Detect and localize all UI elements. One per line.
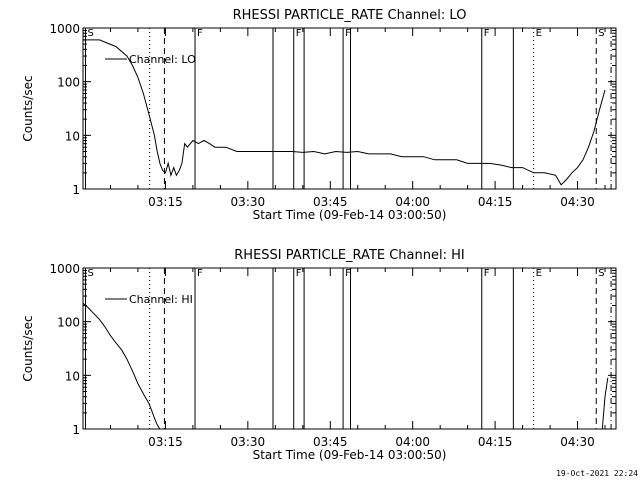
y-tick-label: 100 xyxy=(57,76,80,90)
y-tick-label: 100 xyxy=(57,316,80,330)
x-tick-label: 03:15 xyxy=(148,435,183,449)
marker-label: S xyxy=(87,28,93,39)
x-tick-label: 04:30 xyxy=(560,435,595,449)
x-tick-label: 04:00 xyxy=(395,195,430,209)
marker-label: F xyxy=(345,28,351,39)
x-tick-label: 04:30 xyxy=(560,195,595,209)
x-axis-label: Start Time (09-Feb-14 03:00:50) xyxy=(253,208,447,222)
marker-label: S xyxy=(598,268,604,279)
y-tick-label: 1 xyxy=(72,423,80,437)
marker-label: F xyxy=(296,268,302,279)
y-axis-label: Counts/sec xyxy=(21,75,35,141)
marker-label: E xyxy=(536,28,542,39)
series-line xyxy=(82,302,161,430)
y-tick-label: 1000 xyxy=(49,22,80,36)
marker-label: F xyxy=(197,28,203,39)
y-axis-label: Counts/sec xyxy=(21,315,35,381)
x-tick-label: 03:30 xyxy=(231,195,266,209)
x-tick-label: 04:00 xyxy=(395,435,430,449)
marker-label: F xyxy=(197,268,203,279)
marker-label: S xyxy=(598,28,604,39)
plot-frame xyxy=(82,267,617,430)
y-tick-label: 10 xyxy=(65,369,80,383)
x-tick-label: 03:45 xyxy=(313,195,348,209)
plot-frame xyxy=(82,27,617,190)
legend-label: Channel: HI xyxy=(129,293,193,306)
marker-label: S xyxy=(87,268,93,279)
y-tick-label: 1 xyxy=(72,183,80,197)
panel-lo: RHESSI PARTICLE_RATE Channel: LO Counts/s… xyxy=(21,8,617,222)
x-tick-label: 04:15 xyxy=(478,195,513,209)
marker-label: F xyxy=(484,268,490,279)
legend-label: Channel: LO xyxy=(129,53,196,66)
marker-label: E xyxy=(536,268,542,279)
chart-title: RHESSI PARTICLE_RATE Channel: LO xyxy=(233,8,467,23)
x-tick-label: 03:45 xyxy=(313,435,348,449)
marker-label: F xyxy=(484,28,490,39)
series-line xyxy=(83,39,606,186)
x-axis-label: Start Time (09-Feb-14 03:00:50) xyxy=(253,448,447,462)
timestamp-label: 19-Oct-2021 22:24 xyxy=(556,469,638,478)
panel-hi: RHESSI PARTICLE_RATE Channel: HI Counts/s… xyxy=(21,248,617,462)
x-tick-label: 04:15 xyxy=(478,435,513,449)
y-tick-label: 10 xyxy=(65,129,80,143)
marker-label: F xyxy=(296,28,302,39)
marker-label: F xyxy=(345,268,351,279)
series-line-tail xyxy=(601,377,609,430)
chart-title: RHESSI PARTICLE_RATE Channel: HI xyxy=(234,248,464,263)
x-tick-label: 03:30 xyxy=(231,435,266,449)
x-tick-label: 03:15 xyxy=(148,195,183,209)
y-tick-label: 1000 xyxy=(49,262,80,276)
